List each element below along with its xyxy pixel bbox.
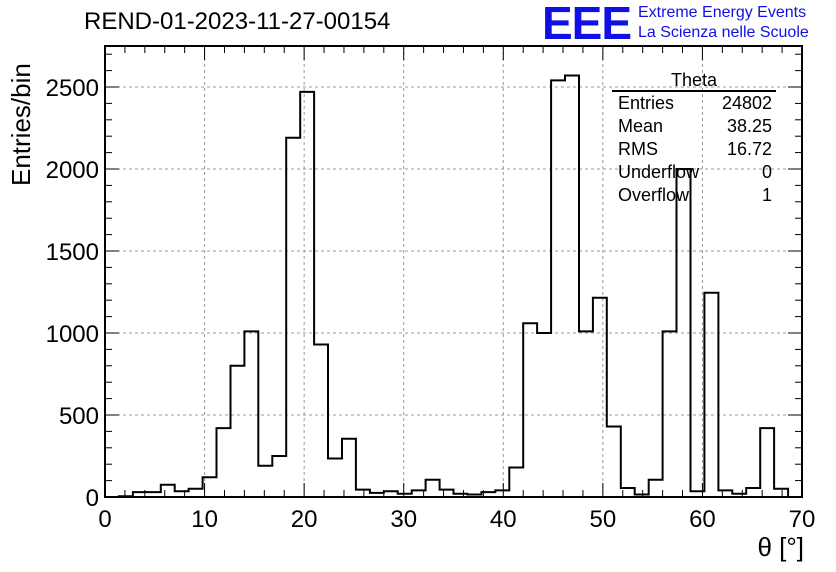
stats-value: 0: [761, 162, 772, 182]
stats-value: 1: [761, 185, 772, 205]
stats-row-rms: RMS 16.72: [612, 138, 776, 161]
stats-label: Mean: [618, 116, 664, 136]
y-tick-label: 2000: [46, 157, 99, 184]
stats-row-underflow: Underflow 0: [612, 161, 776, 184]
stats-label: Entries: [618, 93, 675, 113]
stats-label: RMS: [618, 139, 658, 159]
stats-label: Underflow: [618, 162, 700, 182]
y-tick-label: 1000: [46, 321, 99, 348]
logo-caption-1: Extreme Energy Events: [638, 4, 807, 21]
y-axis-label: Entries/bin: [6, 63, 36, 186]
histogram-series: [117, 74, 790, 498]
x-tick-label: 70: [789, 506, 816, 533]
x-tick-label: 50: [590, 506, 617, 533]
y-tick-label: 0: [86, 485, 99, 512]
x-tick-label: 10: [191, 506, 218, 533]
x-tick-label: 30: [390, 506, 417, 533]
eee-logo: EEE: [542, 0, 632, 49]
y-tick-label: 1500: [46, 239, 99, 266]
stats-row-overflow: Overflow 1: [612, 184, 776, 207]
logo-caption-2: La Scienza nelle Scuole: [638, 24, 809, 41]
axis-ticks: [104, 46, 803, 498]
grid: [105, 46, 802, 497]
stats-box: Theta Entries 24802 Mean 38.25 RMS 16.72…: [612, 70, 776, 207]
stats-value: 24802: [721, 93, 772, 113]
stats-title: Theta: [612, 70, 776, 92]
x-axis-label: θ [°]: [757, 532, 804, 562]
x-tick-label: 0: [98, 506, 111, 533]
y-tick-label: 2500: [46, 75, 99, 102]
title: REND-01-2023-11-27-00154: [84, 8, 391, 35]
x-tick-label: 40: [490, 506, 517, 533]
stats-label: Overflow: [618, 185, 690, 205]
stats-value: 38.25: [726, 116, 772, 136]
plot-frame: [104, 45, 803, 498]
y-tick-label: 500: [59, 403, 99, 430]
x-tick-label: 20: [291, 506, 318, 533]
stats-row-entries: Entries 24802: [612, 92, 776, 115]
x-tick-label: 60: [689, 506, 716, 533]
stats-row-mean: Mean 38.25: [612, 115, 776, 138]
stats-value: 16.72: [726, 139, 772, 159]
